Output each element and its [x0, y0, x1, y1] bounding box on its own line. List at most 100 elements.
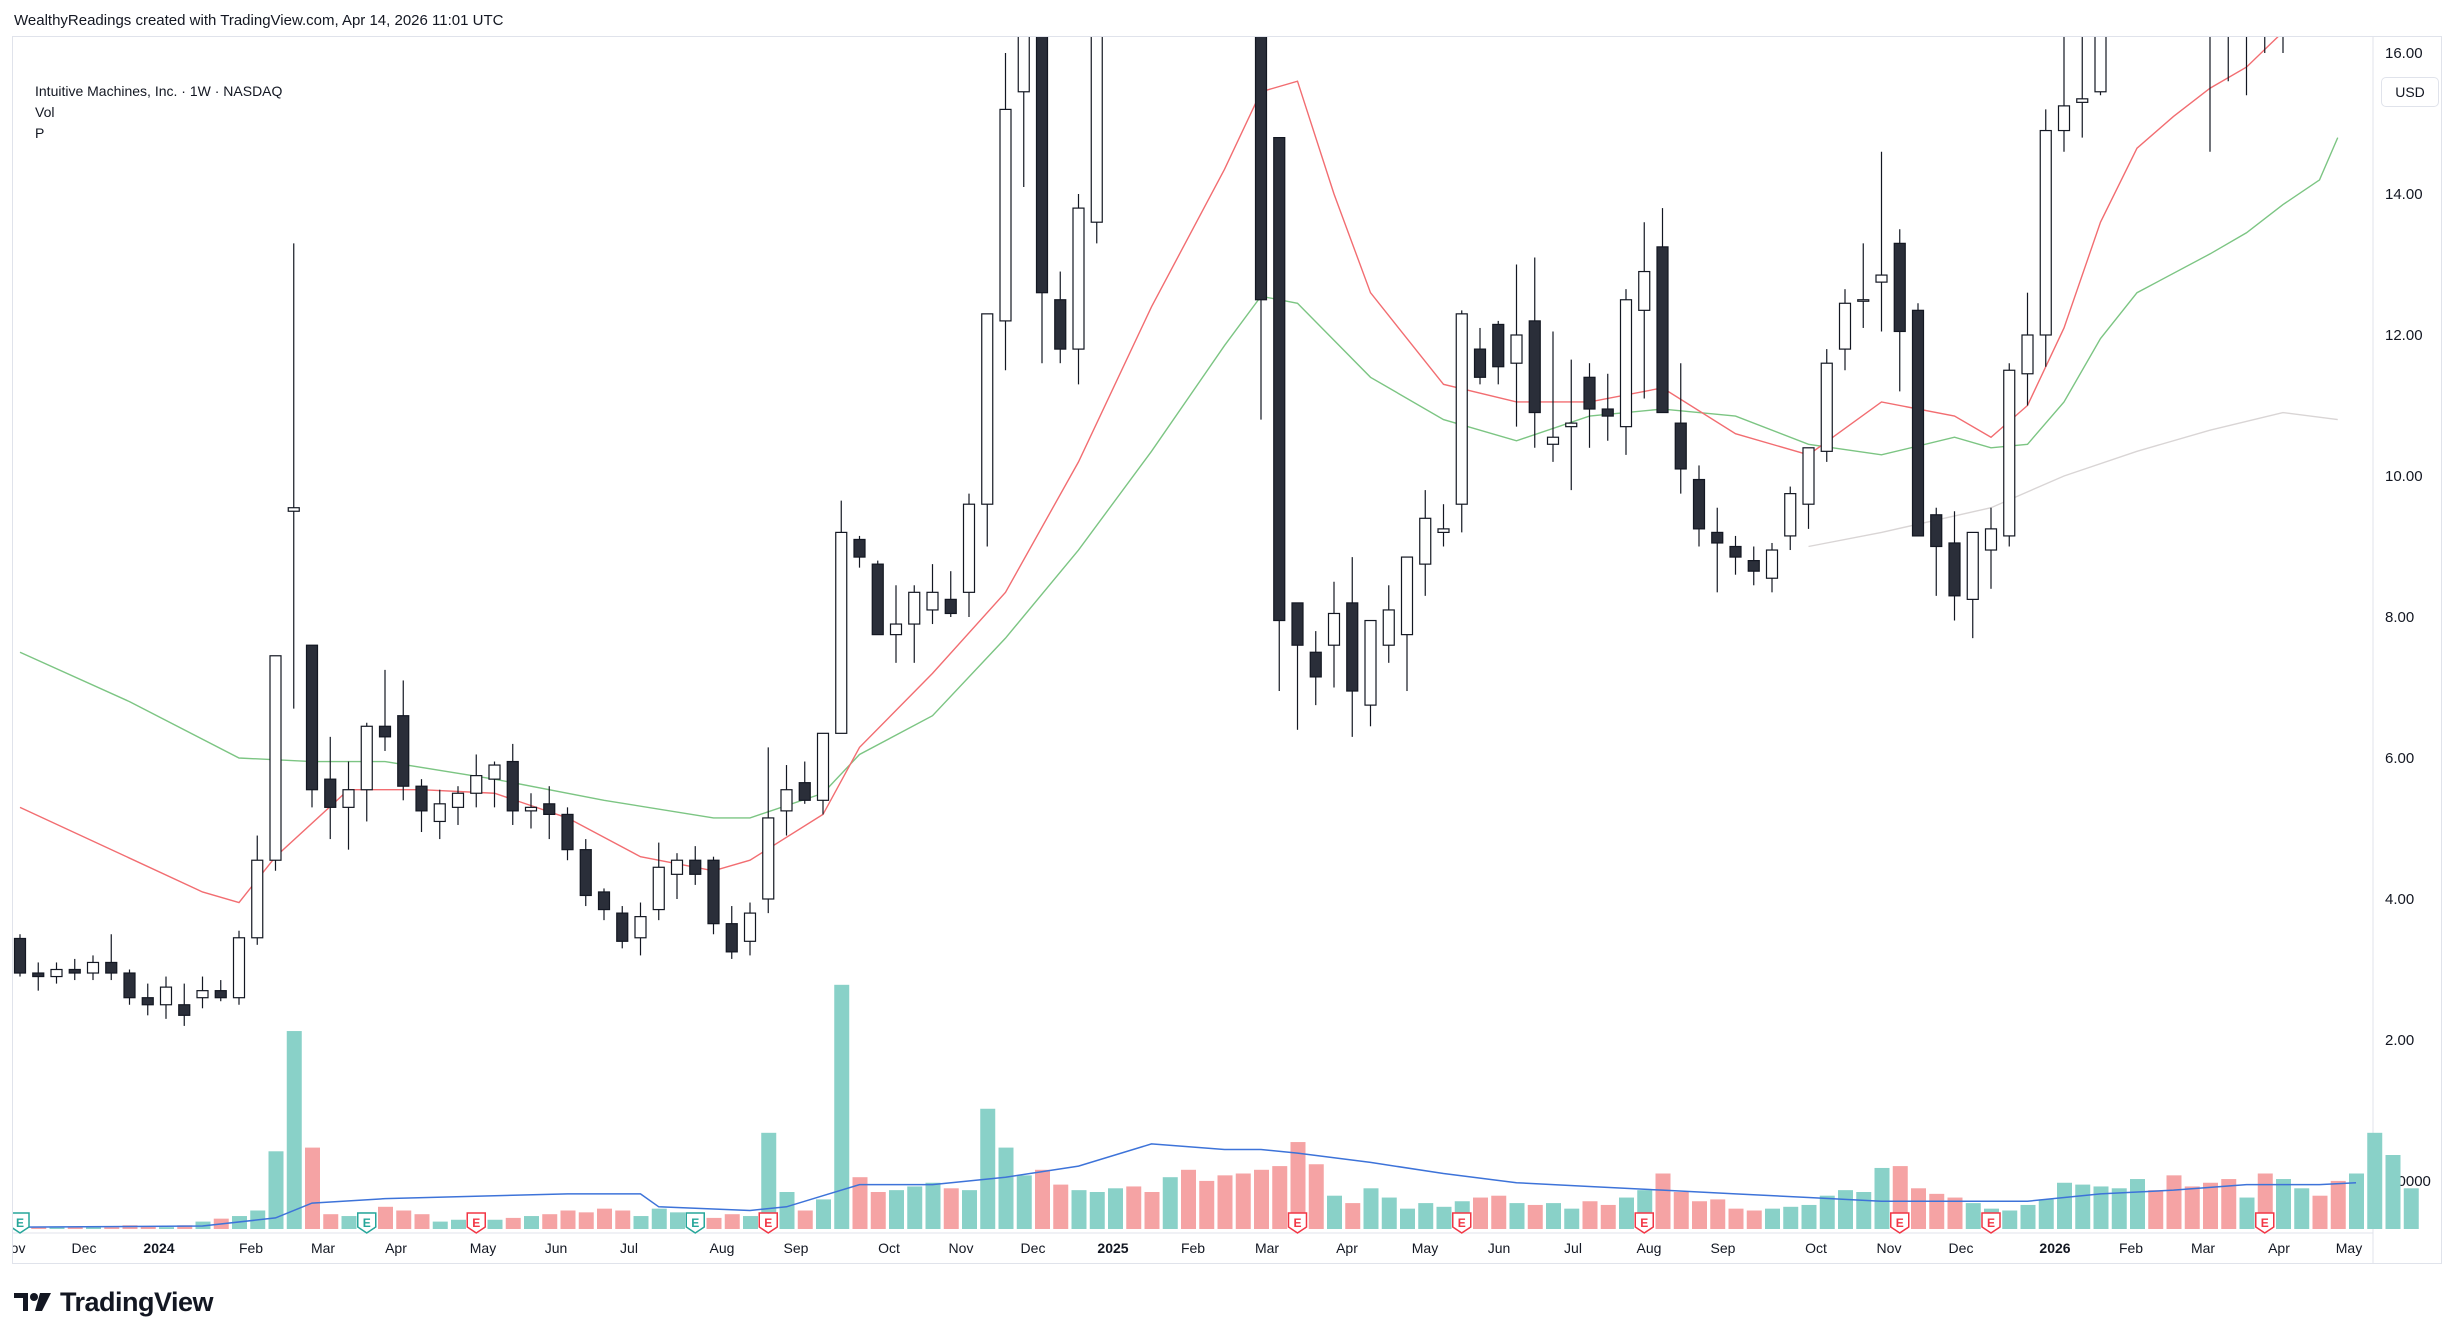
- volume-bar: [1564, 1208, 1580, 1229]
- candle: [616, 906, 629, 949]
- legend-volume[interactable]: Vol: [35, 104, 55, 120]
- volume-bar: [2203, 1182, 2218, 1229]
- volume-bar: [1728, 1208, 1744, 1229]
- candle-body: [725, 923, 738, 953]
- candle-body: [1364, 619, 1377, 706]
- y-tick-label: 4.00: [2385, 891, 2414, 908]
- candle-body: [2076, 98, 2089, 103]
- candle: [1601, 373, 1614, 441]
- volume-bar: [816, 1199, 831, 1229]
- candle: [1528, 257, 1541, 448]
- candle-body: [1492, 323, 1505, 368]
- earnings-marker-letter: E: [1640, 1216, 1648, 1230]
- candle: [2021, 292, 2034, 406]
- x-tick-label: Oct: [1805, 1240, 1827, 1256]
- volume-bar: [2093, 1186, 2109, 1229]
- x-tick-label: May: [1412, 1240, 1438, 1256]
- x-tick-label: Apr: [385, 1240, 407, 1256]
- candle: [1692, 465, 1706, 547]
- y-tick-label: 10.00: [2385, 468, 2423, 485]
- candle-body: [616, 912, 629, 942]
- tradingview-logo-icon: [14, 1291, 52, 1313]
- volume-bar: [1144, 1192, 1160, 1229]
- candle-body: [1802, 447, 1815, 505]
- volume-bar: [31, 1227, 47, 1229]
- candle: [2039, 109, 2052, 367]
- candle-body: [1857, 299, 1870, 302]
- candle: [1729, 535, 1742, 575]
- candle: [1455, 310, 1468, 533]
- volume-bar: [67, 1227, 83, 1229]
- candle-body: [889, 623, 903, 636]
- volume-bar: [1345, 1203, 1361, 1229]
- x-tick-label: Dec: [72, 1240, 97, 1256]
- volume-bar: [1710, 1199, 1726, 1229]
- candle-body: [1035, 37, 1049, 294]
- volume-bar: [341, 1216, 357, 1229]
- candle-body: [1711, 531, 1724, 544]
- volume-bar: [1801, 1204, 1817, 1229]
- candle: [926, 564, 939, 625]
- volume-bar: [615, 1210, 631, 1229]
- volume-bar: [1527, 1204, 1543, 1229]
- volume-bar: [1418, 1203, 1434, 1229]
- earnings-marker-shape: [1634, 1212, 1654, 1234]
- candle-body: [1601, 408, 1614, 417]
- candle-body: [1054, 299, 1067, 350]
- x-tick-label: Dec: [1949, 1240, 1974, 1256]
- dividend-marker-letter: E: [16, 1216, 24, 1230]
- candle: [251, 835, 264, 945]
- volume-bar: [2403, 1188, 2419, 1229]
- y-tick-label: 16.00: [2385, 45, 2423, 62]
- candle: [652, 842, 665, 921]
- candle-body: [1309, 651, 1322, 678]
- volume-bar: [2002, 1210, 2018, 1229]
- volume-bar: [1673, 1192, 1689, 1229]
- candle: [123, 969, 136, 1005]
- candle-body: [1838, 302, 1852, 350]
- y-tick-label: 14.00: [2385, 186, 2423, 203]
- candle-body: [1400, 556, 1414, 636]
- candle-body: [1674, 422, 1687, 470]
- volume-bar: [1838, 1190, 1853, 1229]
- volume-bar: [1491, 1195, 1507, 1229]
- x-tick-label: Nov: [1877, 1240, 1902, 1256]
- currency-button[interactable]: USD: [2381, 77, 2439, 107]
- candle: [287, 243, 300, 709]
- candle-body: [944, 598, 957, 615]
- candle: [1966, 531, 1979, 639]
- volume-bar: [1016, 1175, 1032, 1229]
- volume-bar: [159, 1227, 174, 1229]
- x-tick-label: May: [2336, 1240, 2362, 1256]
- x-tick-label: Dec: [1021, 1240, 1046, 1256]
- candle: [1638, 222, 1651, 399]
- price-chart[interactable]: 30.0028.0026.0024.0022.0020.0018.0016.00…: [13, 37, 2441, 1263]
- x-tick-label: Jul: [1564, 1240, 1582, 1256]
- earnings-marker-letter: E: [472, 1216, 480, 1230]
- earnings-icon: E: [466, 1212, 486, 1234]
- candle: [2209, 37, 2211, 152]
- legend-p[interactable]: P: [35, 125, 45, 141]
- volume-bar: [578, 1212, 594, 1229]
- dividend-icon: E: [13, 1212, 30, 1234]
- candle-body: [32, 972, 45, 978]
- volume-bar: [743, 1216, 758, 1229]
- candle-body: [1893, 242, 1906, 333]
- candle-body: [926, 591, 939, 611]
- x-tick-label: Nov: [949, 1240, 974, 1256]
- candle: [433, 789, 446, 840]
- volume-bar: [1363, 1188, 1379, 1229]
- legend-symbol[interactable]: Intuitive Machines, Inc. · 1W · NASDAQ: [35, 83, 283, 99]
- dividend-marker-letter: E: [691, 1216, 699, 1230]
- candle-body: [524, 806, 538, 812]
- candle: [634, 902, 647, 956]
- candle-body: [178, 1004, 191, 1016]
- candle-body: [488, 764, 501, 780]
- candle: [1656, 208, 1669, 414]
- chart-attribution: WealthyReadings created with TradingView…: [14, 12, 504, 29]
- tradingview-logo[interactable]: TradingView: [14, 1286, 214, 1318]
- candle: [579, 839, 592, 907]
- candle: [68, 958, 81, 981]
- candle-body: [1017, 37, 1030, 93]
- candle-body: [908, 591, 921, 625]
